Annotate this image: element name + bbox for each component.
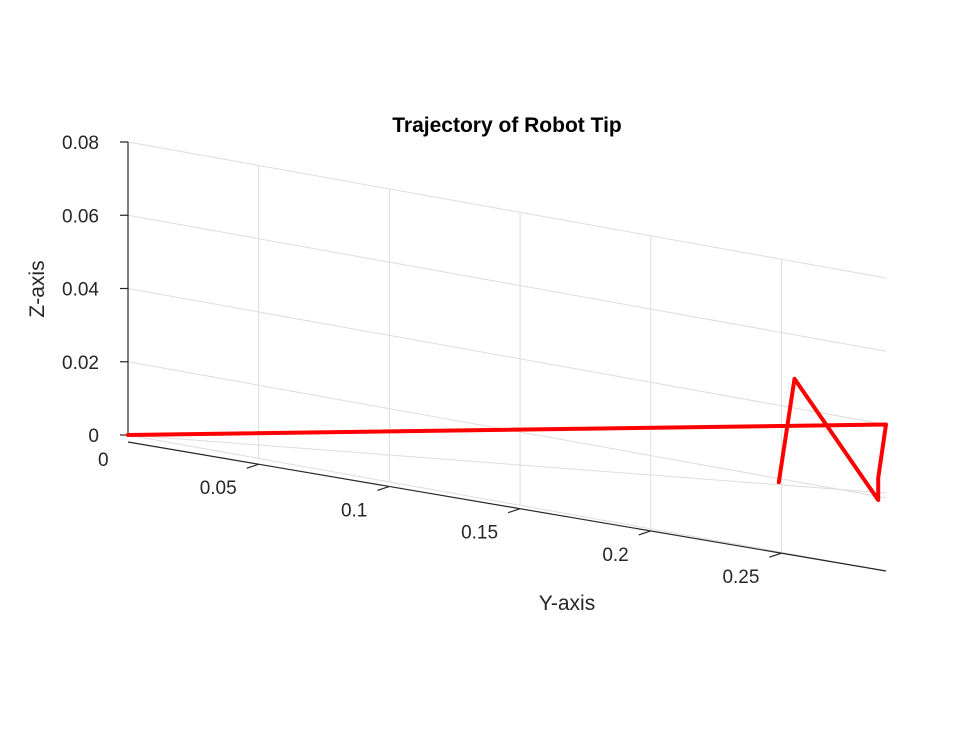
tick-labels: 0 0.02 0.04 0.06 0.08 0 0.05 0.1 0.15 0.2 0.25	[62, 133, 759, 588]
y-tick-label: 0.1	[341, 500, 367, 521]
y-tick-label: 0	[98, 450, 109, 471]
y-tick-mark	[507, 508, 521, 514]
z-tick-label: 0.02	[62, 353, 99, 374]
series-layer	[126, 376, 888, 502]
y-axis-line	[127, 441, 887, 572]
y-axis-label: Y-axis	[539, 592, 595, 615]
z-axis-label: Z-axis	[26, 260, 49, 317]
y-tick-mark	[769, 552, 782, 558]
z-tick-label: 0.04	[62, 280, 99, 301]
y-tick-mark	[246, 463, 259, 469]
z-tick-label: 0.06	[62, 206, 99, 227]
z-gridline	[127, 214, 887, 352]
y-tick-mark	[638, 530, 651, 536]
z-tick-label: 0.08	[62, 133, 99, 154]
floor-gridline	[127, 434, 887, 494]
z-gridline	[127, 434, 887, 572]
trajectory-line	[126, 376, 888, 502]
y-tick-label: 0.15	[461, 523, 498, 544]
y-tick-label: 0.25	[722, 567, 759, 588]
grid	[127, 141, 887, 572]
chart-title: Trajectory of Robot Tip	[392, 114, 621, 137]
z-tick-label: 0	[88, 426, 99, 447]
z-gridline	[127, 141, 887, 279]
y-tick-label: 0.2	[602, 545, 628, 566]
y-tick-mark	[377, 485, 390, 492]
z-gridline	[127, 288, 887, 425]
y-tick-label: 0.05	[200, 478, 237, 499]
